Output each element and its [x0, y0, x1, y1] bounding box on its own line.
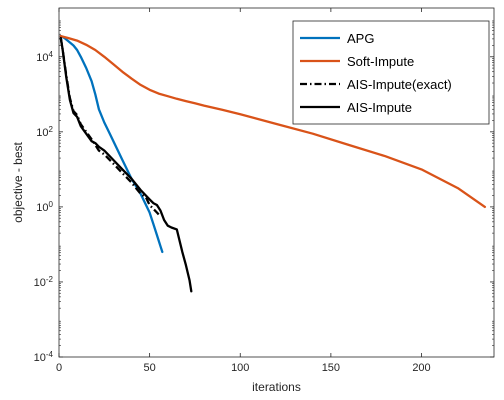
y-tick-label-2: 100	[36, 199, 53, 214]
x-tick-label-2: 100	[231, 362, 249, 374]
legend-label-3: AIS-Impute	[347, 100, 412, 115]
legend-label-2: AIS-Impute(exact)	[347, 77, 452, 92]
tick-layer: 0 50 100 150 200 10-4 10-2 100 102 104	[34, 8, 494, 374]
y-tick-label-4: 104	[36, 49, 53, 64]
legend: APG Soft-Impute AIS-Impute(exact) AIS-Imput…	[292, 20, 490, 125]
series-layer	[59, 34, 487, 293]
legend-label-1: Soft-Impute	[347, 54, 414, 69]
series-line-1	[59, 34, 487, 209]
x-tick-label-4: 200	[412, 362, 430, 374]
series-line-2	[59, 37, 160, 216]
y-tick-label-1: 10-2	[34, 274, 54, 289]
y-axis-label: objective - best	[11, 141, 25, 222]
x-tick-label-1: 50	[144, 362, 156, 374]
series-line-0	[59, 34, 164, 254]
x-tick-label-3: 150	[322, 362, 340, 374]
x-tick-label-0: 0	[56, 362, 62, 374]
legend-label-0: APG	[347, 31, 374, 46]
y-tick-label-0: 10-4	[34, 350, 54, 365]
y-tick-label-3: 102	[36, 124, 53, 139]
x-axis-label: iterations	[252, 380, 301, 394]
plot-frame	[58, 7, 495, 358]
series-line-3	[59, 36, 193, 293]
